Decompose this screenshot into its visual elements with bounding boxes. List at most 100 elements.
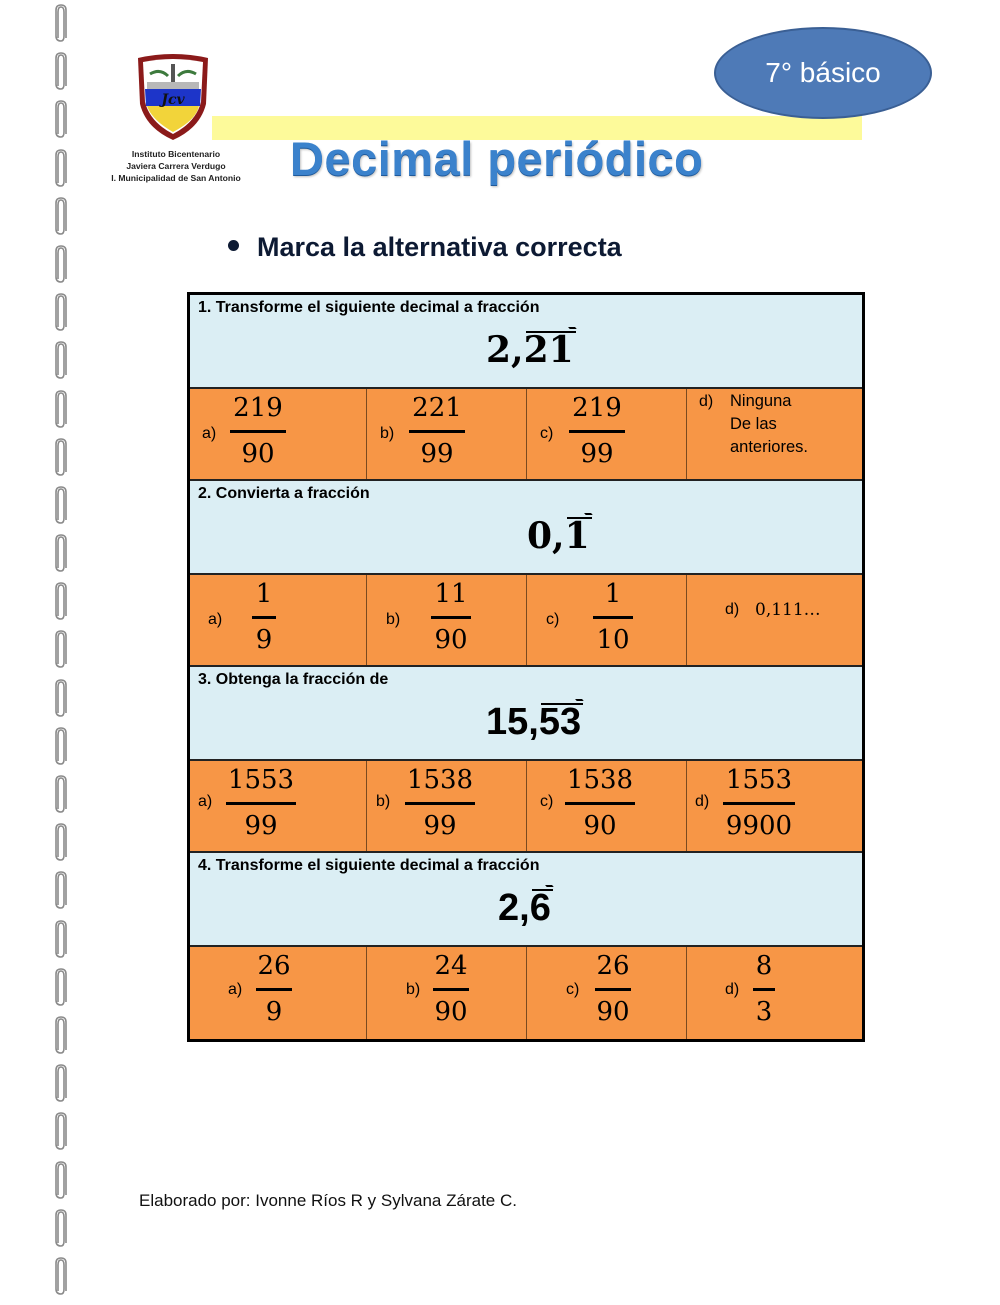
institution-line: Instituto Bicentenario bbox=[131, 149, 221, 159]
fraction: 1538 90 bbox=[565, 763, 635, 843]
option-label: a) bbox=[198, 793, 213, 810]
option-label: a) bbox=[228, 981, 243, 998]
numerator: 221 bbox=[412, 393, 462, 423]
option-c[interactable]: c) 1 10 bbox=[527, 575, 687, 665]
option-a[interactable]: a) 1553 99 bbox=[190, 761, 367, 851]
denominator: 90 bbox=[434, 997, 468, 1027]
numerator: 1538 bbox=[406, 765, 474, 795]
paperclip-icon bbox=[54, 52, 68, 92]
option-c[interactable]: c) 26 90 bbox=[527, 947, 687, 1039]
paperclip-icon bbox=[54, 582, 68, 622]
question-1: 1. Transforme el siguiente decimal a fra… bbox=[190, 295, 862, 389]
numerator: 1 bbox=[255, 579, 273, 609]
paperclip-icon bbox=[54, 534, 68, 574]
option-label: d) bbox=[725, 601, 740, 618]
paperclip-icon bbox=[54, 1064, 68, 1104]
option-b[interactable]: b) 11 90 bbox=[367, 575, 527, 665]
fraction: 219 90 bbox=[230, 391, 286, 471]
grade-badge: 7° básico bbox=[714, 27, 932, 119]
question-prompt: 1. Transforme el siguiente decimal a fra… bbox=[198, 299, 540, 316]
option-c[interactable]: c) 219 99 bbox=[527, 389, 687, 479]
decimal-integer-part: 0, bbox=[527, 515, 565, 557]
denominator: 99 bbox=[423, 811, 457, 841]
paperclip-icon bbox=[54, 245, 68, 285]
paperclip-icon bbox=[54, 775, 68, 815]
paperclip-icon bbox=[54, 100, 68, 140]
option-label: c) bbox=[540, 425, 554, 442]
question-2: 2. Convierta a fracción 0,1 bbox=[190, 481, 862, 575]
paperclip-icon bbox=[54, 196, 68, 237]
option-a[interactable]: a) 219 90 bbox=[190, 389, 367, 479]
paperclip-icon bbox=[54, 341, 68, 381]
periodic-decimal: 0,1 bbox=[527, 515, 592, 557]
fraction: 1553 9900 bbox=[723, 763, 795, 843]
denominator: 10 bbox=[596, 625, 630, 655]
numerator: 26 bbox=[596, 951, 630, 981]
option-b[interactable]: b) 221 99 bbox=[367, 389, 527, 479]
denominator: 9900 bbox=[725, 811, 793, 841]
question-3: 3. Obtenga la fracción de 15,53 bbox=[190, 667, 862, 761]
option-text-line: anteriores. bbox=[730, 438, 808, 456]
institution-name: Instituto Bicentenario Javiera Carrera V… bbox=[96, 148, 256, 184]
paperclip-binder bbox=[54, 4, 72, 1305]
fraction: 1538 99 bbox=[405, 763, 475, 843]
periodic-decimal: 2,6 bbox=[498, 887, 553, 930]
institution-line: Javiera Carrera Verdugo bbox=[126, 161, 226, 171]
options-row-1: a) 219 90 b) 221 99 c) 219 99 d) Ninguna De… bbox=[190, 389, 862, 481]
paperclip-icon bbox=[54, 389, 68, 430]
numerator: 26 bbox=[257, 951, 291, 981]
option-text-line: De las bbox=[730, 415, 777, 433]
fraction: 26 90 bbox=[595, 949, 631, 1029]
author-credit: Elaborado por: Ivonne Ríos R y Sylvana Z… bbox=[139, 1191, 517, 1210]
paperclip-icon bbox=[54, 1208, 68, 1249]
option-b[interactable]: b) 24 90 bbox=[367, 947, 527, 1039]
periodic-decimal: 15,53 bbox=[486, 701, 584, 744]
option-d[interactable]: d) 0,111… bbox=[687, 575, 862, 665]
option-label: c) bbox=[546, 611, 560, 628]
paperclip-icon bbox=[54, 1160, 68, 1201]
denominator: 90 bbox=[583, 811, 617, 841]
denominator: 99 bbox=[244, 811, 278, 841]
numerator: 11 bbox=[434, 579, 468, 609]
option-text-line: Ninguna bbox=[730, 392, 792, 410]
option-text: 0,111… bbox=[755, 600, 821, 620]
option-d[interactable]: d) Ninguna De las anteriores. bbox=[687, 389, 862, 479]
fraction: 11 90 bbox=[431, 577, 471, 657]
option-label: b) bbox=[376, 793, 391, 810]
periodic-decimal: 2,21 bbox=[486, 329, 576, 371]
decimal-period: 21 bbox=[523, 329, 576, 371]
option-d[interactable]: d) 1553 9900 bbox=[687, 761, 862, 851]
numerator: 24 bbox=[434, 951, 468, 981]
numerator: 219 bbox=[233, 393, 283, 423]
paperclip-icon bbox=[54, 293, 68, 333]
option-label: d) bbox=[699, 393, 714, 410]
denominator: 9 bbox=[265, 997, 283, 1027]
paperclip-icon bbox=[54, 148, 68, 189]
option-text: Ninguna De las anteriores. bbox=[730, 390, 808, 459]
decimal-period: 6 bbox=[529, 887, 553, 929]
numerator: 1553 bbox=[227, 765, 295, 795]
paperclip-icon bbox=[54, 919, 68, 960]
option-b[interactable]: b) 1538 99 bbox=[367, 761, 527, 851]
paperclip-icon bbox=[54, 1112, 68, 1152]
paperclip-icon bbox=[54, 967, 68, 1008]
option-label: a) bbox=[208, 611, 223, 628]
option-a[interactable]: a) 26 9 bbox=[190, 947, 367, 1039]
instruction: Marca la alternativa correcta bbox=[228, 232, 622, 263]
decimal-period: 53 bbox=[538, 701, 584, 743]
option-c[interactable]: c) 1538 90 bbox=[527, 761, 687, 851]
paperclip-icon bbox=[54, 678, 68, 719]
svg-text:Jcv: Jcv bbox=[158, 92, 185, 108]
paperclip-icon bbox=[54, 4, 68, 44]
paperclip-icon bbox=[54, 1016, 68, 1056]
institution-line: I. Municipalidad de San Antonio bbox=[111, 173, 241, 183]
decimal-integer-part: 2, bbox=[498, 887, 530, 929]
bullet-icon bbox=[228, 240, 239, 252]
denominator: 90 bbox=[596, 997, 630, 1027]
